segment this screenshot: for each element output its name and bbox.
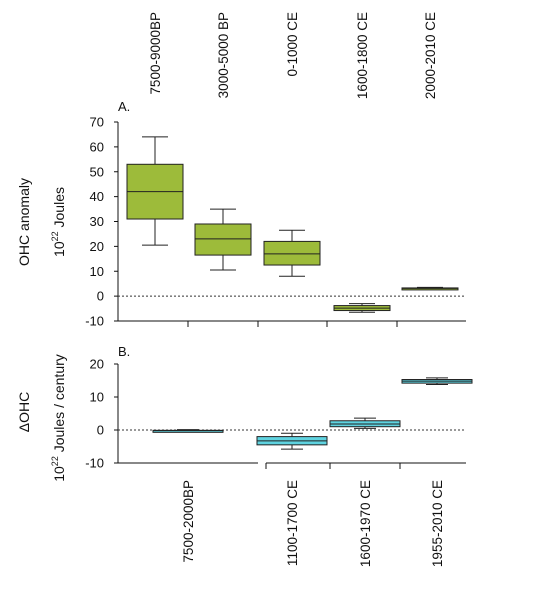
panel-a-category-label: 3000-5000 BP [216,12,231,98]
panel-a-category-label: 7500-9000BP [148,12,163,95]
panel-b-ylabel-title: ΔOHC [16,392,32,432]
panel-a-ytick-label: 0 [97,289,104,304]
panel-b-ylabel: ΔOHC [16,392,32,432]
panel-b-yunit: 1022 Joules / century [50,354,67,482]
panel-a-yunit-exp: 22 [50,231,60,241]
panel-b-box-1 [152,429,224,433]
panel-a-box-3 [263,229,321,277]
panel-b-box-3 [329,417,401,429]
panel-a-ylabel-title: OHC anomaly [16,178,32,266]
panel-b-ytick-label: 10 [90,390,104,405]
panel-a-box-4 [333,303,391,313]
panel-b-yunit-exp: 22 [50,456,60,466]
panel-a-ylabel: OHC anomaly [16,178,32,266]
panel-b-marks: 20 10 0 -10 7500-2000BP 1100-1700 CE 1600-1970… [85,357,473,567]
panel-a-ytick-label: 70 [90,115,104,130]
panel-a-box-2 [194,208,252,271]
panel-b-ytick-label: 20 [90,357,104,372]
panel-b-yunit-text: 1022 Joules / century [50,354,67,482]
panel-b-label: B. [118,344,130,359]
panel-a-label: A. [118,99,130,114]
panel-a-ytick-label: 30 [90,214,104,229]
panel-a-ytick-label: 60 [90,139,104,154]
panel-b-category-label: 1100-1700 CE [285,480,300,566]
panel-b-yunit-label: Joules / century [51,354,67,452]
panel-b-box-4 [401,377,473,385]
panel-a-category-label: 1600-1800 CE [355,12,370,99]
panel-b-ytick-label: 0 [97,423,104,438]
panel-a-box-1 [126,136,184,246]
panel-b-yunit-base: 10 [51,466,67,482]
panel-a-yunit: 1022 Joules [50,187,67,257]
panel-a-category-label: 2000-2010 CE [423,12,438,99]
panel-b: B. ΔOHC 1022 Joules / century 20100-1075… [16,344,473,567]
panel-a-yunit-text: 1022 Joules [50,187,67,257]
panel-b-category-label: 1600-1970 CE [358,480,373,567]
panel-b-box-2 [256,432,328,450]
box-body [263,240,321,266]
panel-b-category-label: 1955-2010 CE [430,480,445,567]
panel-a: A. OHC anomaly 1022 Joules 7060504030201… [16,12,466,329]
box-body [194,223,252,256]
panel-a-ytick-label: 20 [90,239,104,254]
panel-a-marks: 70 60 50 40 30 20 10 0 -10 7500-9000BP 3000-5000 B… [85,12,466,329]
panel-b-category-label: 7500-2000BP [181,480,196,563]
panel-a-yunit-base: 10 [51,241,67,257]
panel-a-category-label: 0-1000 CE [285,12,300,77]
panel-b-ytick-label: -10 [85,456,104,471]
panel-a-ytick-label: 40 [90,189,104,204]
panel-a-ytick-label: 10 [90,264,104,279]
panel-a-ytick-label: 50 [90,164,104,179]
panel-a-ytick-label: -10 [85,314,104,329]
panel-a-yunit-label: Joules [51,187,67,227]
panel-a-box-5 [401,286,459,291]
